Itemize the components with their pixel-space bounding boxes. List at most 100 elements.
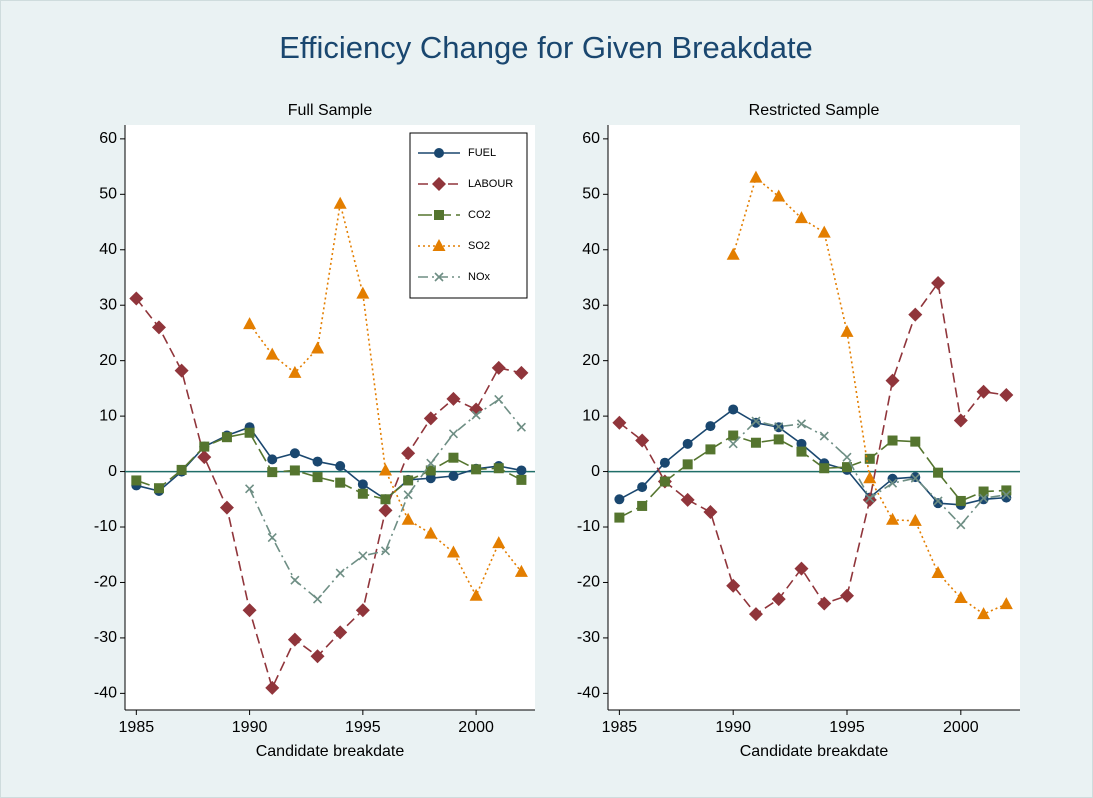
- marker: [772, 189, 786, 202]
- marker: [401, 446, 416, 461]
- marker: [933, 498, 944, 509]
- marker: [749, 170, 763, 183]
- marker: [1001, 485, 1012, 496]
- marker: [335, 568, 345, 578]
- y-tick-label: 60: [582, 130, 600, 147]
- marker: [287, 632, 302, 647]
- marker: [311, 341, 325, 354]
- marker: [335, 477, 346, 488]
- marker: [380, 546, 391, 556]
- marker: [864, 453, 875, 464]
- marker: [773, 434, 784, 445]
- marker: [199, 441, 210, 452]
- y-tick-label: -40: [94, 685, 117, 702]
- y-tick-label: 0: [591, 463, 600, 480]
- marker: [425, 473, 436, 484]
- marker: [219, 500, 234, 515]
- marker: [910, 473, 920, 483]
- y-tick-label: -10: [577, 518, 600, 535]
- marker: [908, 513, 922, 526]
- marker: [356, 286, 370, 299]
- x-tick-label: 1995: [345, 719, 381, 736]
- marker: [514, 564, 528, 577]
- x-tick-label: 1985: [119, 719, 155, 736]
- marker: [243, 317, 257, 330]
- marker: [999, 597, 1013, 610]
- marker: [267, 467, 278, 478]
- x-tick-label: 1995: [829, 719, 865, 736]
- marker: [794, 561, 809, 576]
- marker: [659, 457, 670, 468]
- marker: [705, 444, 716, 455]
- legend-marker: [434, 148, 444, 158]
- marker: [448, 429, 459, 439]
- x-tick-label: 2000: [458, 719, 494, 736]
- marker: [469, 588, 483, 601]
- y-tick-label: -30: [577, 629, 600, 646]
- marker: [748, 607, 763, 622]
- legend-label: LABOUR: [468, 178, 513, 190]
- marker: [842, 452, 852, 462]
- marker: [424, 526, 438, 539]
- chart-title: Efficiency Change for Given Breakdate: [279, 30, 813, 65]
- marker: [378, 503, 393, 518]
- y-tick-label: 30: [582, 296, 600, 313]
- marker: [842, 462, 853, 473]
- y-tick-label: 20: [99, 352, 117, 369]
- marker: [682, 459, 693, 470]
- marker: [726, 578, 741, 593]
- marker: [817, 596, 832, 611]
- x-axis-label: Candidate breakdate: [256, 743, 405, 760]
- marker: [954, 590, 968, 603]
- marker: [221, 432, 232, 443]
- marker: [174, 363, 189, 378]
- marker: [289, 448, 300, 459]
- marker: [471, 410, 481, 420]
- marker: [425, 465, 436, 476]
- marker: [312, 456, 323, 467]
- marker: [358, 551, 368, 561]
- series-line: [618, 281, 1007, 616]
- marker: [819, 463, 830, 474]
- x-axis-label: Candidate breakdate: [740, 743, 889, 760]
- marker: [378, 463, 392, 476]
- y-tick-label: 60: [99, 130, 117, 147]
- marker: [401, 512, 415, 525]
- legend-label: CO2: [468, 209, 491, 221]
- x-tick-label: 1985: [602, 719, 638, 736]
- marker: [977, 607, 991, 620]
- marker: [933, 496, 943, 506]
- marker: [491, 360, 506, 375]
- marker: [265, 347, 279, 360]
- legend-marker: [432, 177, 446, 191]
- marker: [265, 680, 280, 695]
- marker: [614, 512, 625, 523]
- marker: [494, 394, 504, 405]
- marker: [423, 411, 438, 426]
- legend-label: FUEL: [468, 147, 496, 159]
- marker: [771, 592, 786, 607]
- x-tick-label: 1990: [715, 719, 751, 736]
- marker: [355, 603, 370, 618]
- marker: [426, 458, 436, 468]
- marker: [612, 415, 627, 430]
- marker: [1001, 490, 1011, 500]
- marker: [267, 532, 277, 543]
- marker: [817, 225, 831, 238]
- marker: [863, 471, 877, 484]
- panel-title: Restricted Sample: [749, 102, 880, 119]
- marker: [680, 492, 695, 507]
- legend-marker: [432, 239, 446, 251]
- marker: [886, 512, 900, 525]
- legend-label: NOx: [468, 271, 491, 283]
- marker: [796, 419, 807, 429]
- legend-marker: [434, 210, 444, 220]
- y-tick-label: 50: [582, 186, 600, 203]
- marker: [931, 276, 946, 291]
- y-tick-label: 50: [99, 186, 117, 203]
- y-tick-label: 10: [99, 407, 117, 424]
- marker: [999, 388, 1014, 403]
- legend-label: SO2: [468, 240, 490, 252]
- marker: [448, 471, 459, 481]
